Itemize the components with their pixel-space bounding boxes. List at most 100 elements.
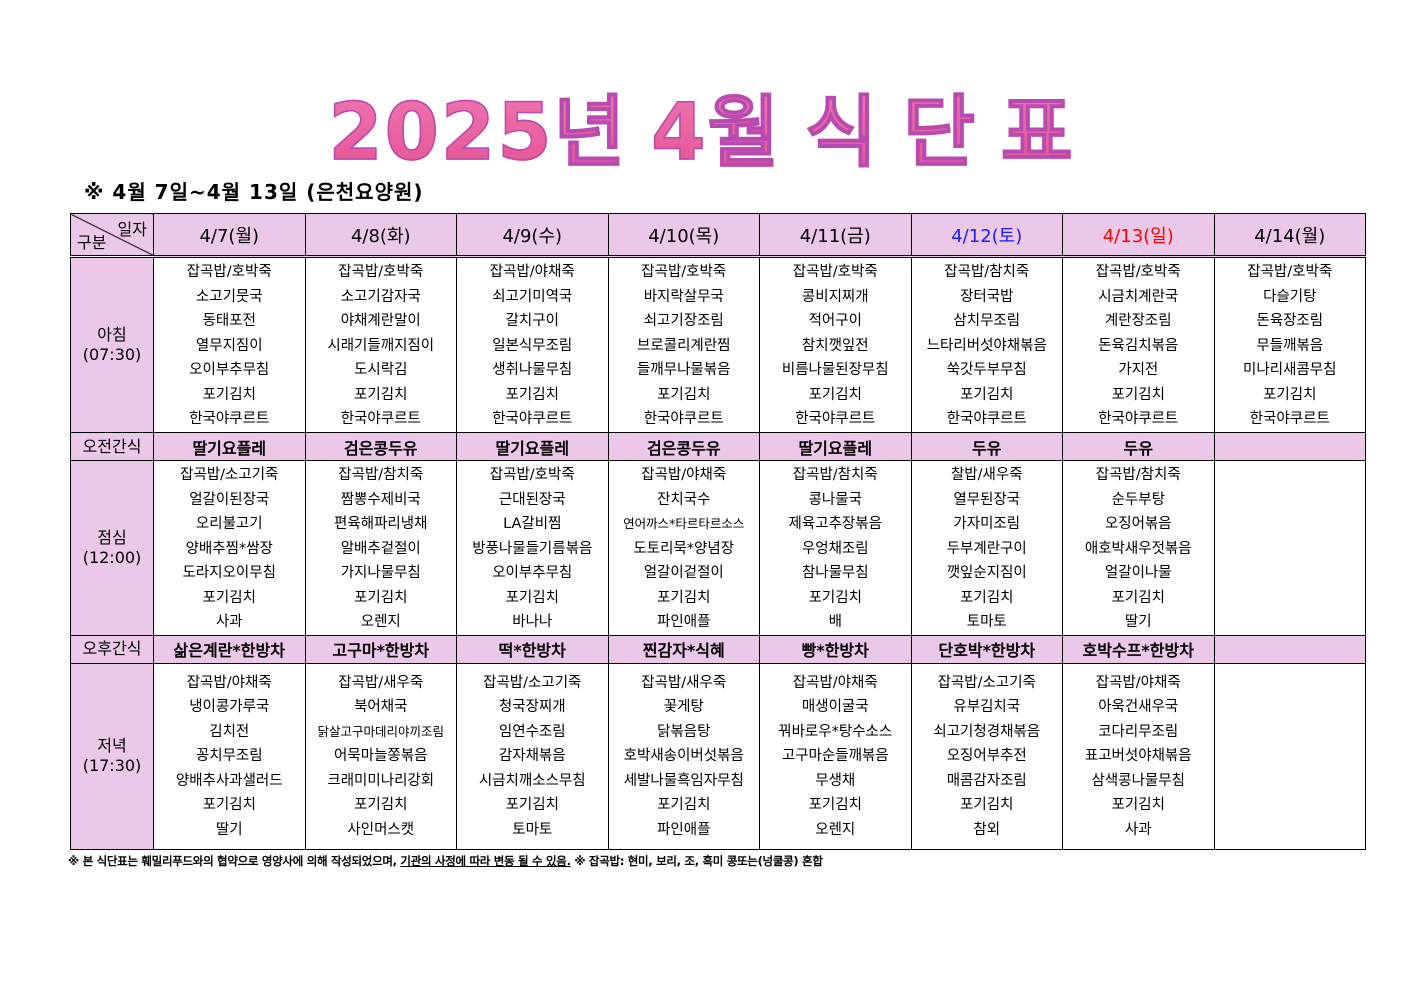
menu-item: 사인머스캣 (347, 821, 415, 838)
day-header: 4/10(목) (607, 213, 760, 258)
day-header: 4/13(일) (1062, 213, 1215, 258)
menu-item: 한국야쿠르트 (189, 411, 270, 427)
menu-item: 한국야쿠르트 (946, 411, 1027, 427)
menu-item: 참치깻잎전 (801, 337, 869, 354)
menu-item: 냉이콩가루국 (189, 699, 270, 715)
lunch-label: 점심 (97, 527, 127, 547)
afternoon-snack-cell: 떡*한방차 (456, 634, 609, 664)
breakfast-time: (07:30) (82, 345, 142, 364)
menu-item: 우엉채조림 (801, 540, 869, 557)
menu-item: 잡곡밥/야채죽 (186, 674, 272, 691)
menu-item: 포기김치 (354, 386, 408, 403)
menu-item: 삼색콩나물무침 (1091, 772, 1185, 789)
menu-item: 오이부추무침 (492, 565, 573, 581)
menu-item: 딸기 (215, 821, 243, 838)
menu-item: 아욱건새우국 (1098, 699, 1179, 715)
morning-snack-cell: 딸기요플레 (153, 432, 306, 461)
menu-item: 토마토 (512, 821, 553, 838)
menu-item: 잡곡밥/소고기죽 (483, 674, 582, 691)
menu-item: 짬뽕수제비국 (340, 491, 421, 508)
menu-item: 오렌지 (815, 821, 856, 838)
menu-item: 제육고추장볶음 (788, 516, 882, 532)
menu-item: 포기김치 (657, 797, 711, 813)
menu-item: 파인애플 (657, 614, 711, 630)
lunch-row: 점심 (12:00) 잡곡밥/소고기죽 얼갈이된장국 오리불고기 양배추찜*쌈장 도라지오이… (70, 460, 1366, 636)
menu-item: 코다리무조림 (1098, 723, 1179, 740)
menu-item: 포기김치 (505, 386, 559, 403)
menu-item: 꿔바로우*탕수소스 (778, 723, 893, 740)
menu-item: 알배추겉절이 (340, 540, 421, 557)
breakfast-label-cell: 아침 (07:30) (70, 256, 154, 433)
afternoon-snack-label-cell: 오후간식 (70, 634, 154, 664)
menu-item: 오리불고기 (195, 516, 263, 532)
menu-item: 돈육김치볶음 (1098, 337, 1179, 354)
header-row: 일자 구분 4/7(월) 4/8(화) 4/9(수) 4/10(목) 4/11(금) 4/… (70, 213, 1366, 258)
title-pyo: 표 (1000, 87, 1075, 179)
menu-item: 콩나물국 (808, 491, 862, 508)
menu-item: 오징어부추전 (946, 748, 1027, 764)
day-header: 4/9(수) (456, 213, 609, 258)
menu-item: LA갈비찜 (503, 516, 562, 532)
menu-item: 연어까스*타르타르소스 (623, 516, 745, 531)
lunch-menu-cell: 잡곡밥/참치죽 콩나물국 제육고추장볶음 우엉채조림 참나물무침 포기김치 배 (759, 460, 912, 636)
morning-snack-label-cell: 오전간식 (70, 432, 154, 461)
menu-item: 갈치구이 (505, 313, 559, 329)
menu-item: 참외 (973, 821, 1001, 838)
dinner-menu-cell: 잡곡밥/야채죽 매생이굴국 꿔바로우*탕수소스 고구마순들깨볶음 무생채 포기김치 오렌지 (759, 662, 912, 850)
menu-item: 쇠고기미역국 (492, 288, 573, 305)
menu-item: 시금치계란국 (1098, 288, 1179, 305)
afternoon-snack-cell: 고구마*한방차 (304, 634, 457, 664)
menu-item: 포기김치 (505, 797, 559, 813)
lunch-menu-cell: 잡곡밥/야채죽 잔치국수 연어까스*타르타르소스 도토리묵*양념장 얼갈이겉절이 포기김치… (607, 460, 760, 636)
menu-item: 꽁치무조림 (195, 748, 263, 764)
menu-item: 무들깨볶음 (1256, 337, 1324, 354)
menu-item: 잡곡밥/새우죽 (641, 674, 727, 691)
afternoon-snack-cell: 찐감자*식혜 (607, 634, 760, 664)
menu-item: 도시락김 (354, 362, 408, 378)
menu-item: 바나나 (512, 614, 553, 630)
menu-item: 임연수조림 (498, 723, 566, 740)
menu-item: 편육해파리냉채 (334, 516, 428, 532)
menu-item: 토마토 (966, 614, 1007, 630)
menu-item: 청국장찌개 (498, 699, 566, 715)
menu-item: 포기김치 (202, 386, 256, 403)
menu-item: 쇠고기청경채볶음 (933, 723, 1041, 740)
menu-item: 포기김치 (808, 386, 862, 403)
menu-item: 닭볶음탕 (657, 723, 711, 740)
lunch-menu-cell: 잡곡밥/참치죽 짬뽕수제비국 편육해파리냉채 알배추겉절이 가지나물무침 포기김치 오렌지 (304, 460, 457, 636)
menu-item: 포기김치 (505, 589, 559, 606)
menu-item: 느타리버섯야채볶음 (926, 337, 1047, 354)
breakfast-menu-cell: 잡곡밥/호박죽 다슬기탕 돈육장조림 무들깨볶음 미나리새콤무침 포기김치 한국야쿠르트 (1213, 256, 1366, 433)
morning-snack-cell: 검은콩두유 (304, 432, 457, 461)
menu-item: 매생이굴국 (801, 699, 869, 715)
menu-item: 포기김치 (960, 797, 1014, 813)
menu-item: 포기김치 (1111, 386, 1165, 403)
dinner-menu-cell: 잡곡밥/야채죽 냉이콩가루국 김치전 꽁치무조림 양배추사과샐러드 포기김치 딸기 (153, 662, 306, 850)
menu-item: 야채계란말이 (340, 313, 421, 329)
page-title: 2025년 4월 식 단 표 (0, 70, 1403, 182)
menu-item: 사과 (1124, 821, 1152, 838)
menu-item: 계란장조림 (1104, 313, 1172, 329)
menu-item: 딸기 (1124, 614, 1152, 630)
menu-item: 꽃게탕 (663, 699, 704, 715)
title-dan: 단 (902, 87, 977, 179)
menu-item: 오이부추무침 (189, 362, 270, 378)
menu-item: 시금치깨소스무침 (478, 772, 586, 789)
menu-item: 사과 (215, 614, 243, 630)
menu-item: 열무된장국 (953, 491, 1021, 508)
menu-item: 고구마순들깨볶음 (781, 748, 889, 764)
menu-item: 삼치무조림 (953, 313, 1021, 329)
menu-item: 들깨무나물볶음 (637, 362, 731, 378)
afternoon-snack-cell: 빵*한방차 (759, 634, 912, 664)
menu-item: 잡곡밥/소고기죽 (937, 674, 1036, 691)
menu-item: 소고기감자국 (340, 288, 421, 305)
menu-item: 포기김치 (1263, 386, 1317, 403)
menu-item: 한국야쿠르트 (1098, 411, 1179, 427)
menu-item: 포기김치 (202, 797, 256, 813)
menu-item: 두부계란구이 (946, 540, 1027, 557)
menu-item: 세발나물흑임자무침 (623, 772, 744, 789)
menu-item: 브로콜리계란찜 (637, 337, 731, 354)
menu-item: 깻잎순지짐이 (946, 565, 1027, 581)
menu-item: 참나물무침 (801, 565, 869, 581)
menu-item: 가자미조림 (953, 516, 1021, 532)
